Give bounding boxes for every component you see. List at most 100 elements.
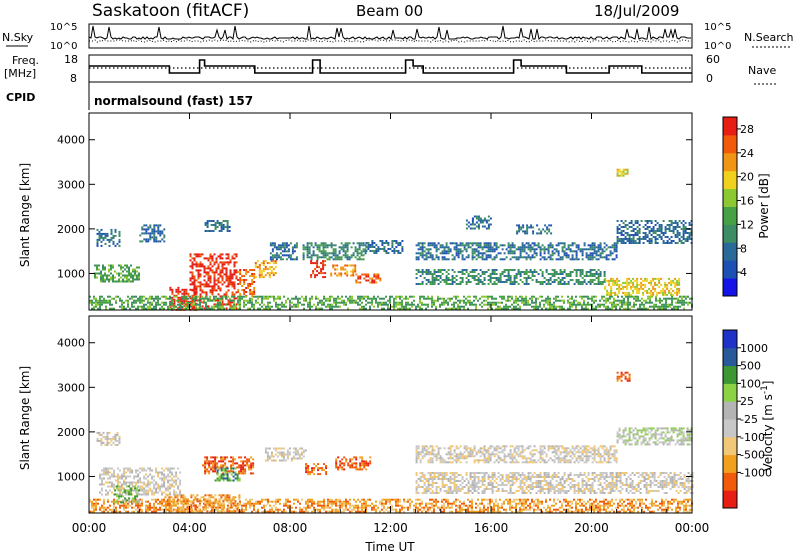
power-cell [502,281,504,283]
power-cell [438,271,440,273]
power-cell [461,306,463,308]
power-cell [662,290,664,292]
power-cell [490,224,492,226]
power-cell [534,248,536,250]
power-cell [452,283,454,285]
power-cell [610,278,612,280]
power-cell [600,248,602,250]
power-cell [623,308,625,310]
power-cell [161,296,163,298]
power-cell [673,298,675,300]
power-cell [631,222,633,224]
power-cell [355,250,357,252]
power-cell [187,304,189,306]
power-cell [279,298,281,300]
power-cell [347,242,349,244]
power-cell [187,306,189,308]
power-cell [580,269,582,271]
power-cell [629,240,631,242]
power-cell [550,244,552,246]
power-cell [596,246,598,248]
power-cell [573,304,575,306]
power-cell [122,281,124,283]
power-cell [490,281,492,283]
power-cell [560,242,562,244]
power-cell [419,298,421,300]
power-cell [493,298,495,300]
velocity-cell [357,511,359,513]
power-cell [629,296,631,298]
power-cell [482,246,484,248]
power-cell [292,250,294,252]
power-cell [436,248,438,250]
velocity-cell [523,505,525,507]
power-cell [503,306,505,308]
velocity-cell [271,511,273,513]
power-cell [192,281,194,283]
power-cell [640,278,642,280]
power-cell [535,306,537,308]
power-cell [104,267,106,269]
power-cell [596,250,598,252]
power-cell [532,275,534,277]
power-cell [235,306,237,308]
power-cell [193,287,195,289]
power-cell [629,234,631,236]
power-cell [309,250,311,252]
power-cell [147,228,149,230]
power-cell [323,246,325,248]
power-cell [536,281,538,283]
power-cell [173,306,175,308]
velocity-cell [535,509,537,511]
power-cell [132,277,134,279]
power-cell [476,258,478,260]
velocity-cell [335,505,337,507]
power-cell [612,280,614,282]
colorbar-swatch [723,242,737,260]
velocity-cell [537,499,539,501]
power-cell [210,275,212,277]
velocity-cell [537,503,539,505]
colorbar-tick-label: 28 [740,123,754,136]
velocity-cell [283,503,285,505]
power-cell [329,298,331,300]
velocity-cell [157,503,159,505]
power-cell [454,271,456,273]
power-cell [536,224,538,226]
power-cell [623,240,625,242]
power-cell [531,296,533,298]
power-cell [644,286,646,288]
velocity-cell [401,505,403,507]
power-cell [130,265,132,267]
power-cell [613,304,615,306]
power-cell [237,296,239,298]
velocity-cell [383,503,385,505]
power-cell [175,306,177,308]
velocity-cell [95,501,97,503]
power-cell [576,250,578,252]
power-cell [422,244,424,246]
power-cell [329,256,331,258]
power-cell [118,273,120,275]
velocity-cell [483,507,485,509]
power-cell [523,302,525,304]
power-cell [134,273,136,275]
power-cell [221,228,223,230]
power-cell [200,269,202,271]
power-region [365,240,403,254]
velocity-cell [331,501,333,503]
power-cell [127,300,129,302]
power-cell [480,244,482,246]
power-cell [269,272,271,274]
power-cell [261,272,263,274]
velocity-cell [603,507,605,509]
power-cell [315,308,317,310]
power-cell [463,296,465,298]
power-cell [367,246,369,248]
frequency-trace [89,60,692,73]
power-cell [282,258,284,260]
velocity-cell [525,507,527,509]
velocity-cell [321,501,323,503]
power-cell [108,265,110,267]
power-cell [426,279,428,281]
